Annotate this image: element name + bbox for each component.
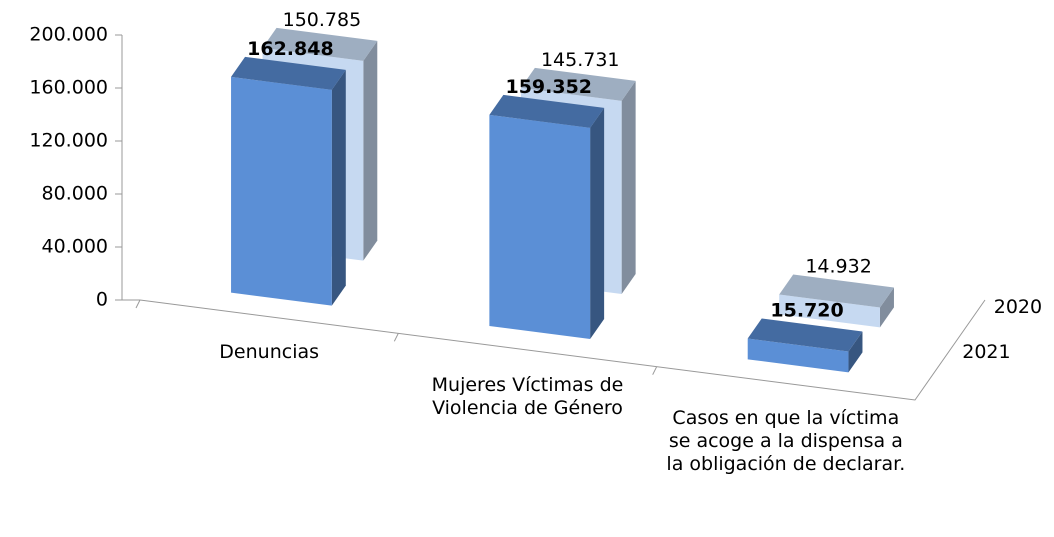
value-label: 145.731 bbox=[541, 49, 620, 71]
bar-top bbox=[489, 94, 605, 128]
x-tick-label: Denuncias bbox=[219, 340, 320, 363]
bar-top bbox=[747, 318, 863, 352]
legend-label: 2021 bbox=[962, 341, 1010, 363]
bar-front bbox=[231, 76, 332, 306]
x-tick-label: Mujeres Víctimas de Violencia de Género bbox=[431, 374, 624, 419]
value-label: 159.352 bbox=[505, 76, 592, 98]
bar-side bbox=[848, 331, 863, 373]
legend-label: 2020 bbox=[994, 296, 1042, 318]
bar-side bbox=[363, 40, 378, 261]
y-tick-label: 120.000 bbox=[29, 130, 108, 152]
y-tick-label: 0 bbox=[96, 289, 108, 311]
y-tick-label: 200.000 bbox=[29, 24, 108, 46]
value-label: 14.932 bbox=[805, 256, 871, 278]
bar bbox=[489, 94, 605, 339]
bar-front bbox=[779, 294, 880, 328]
bar-side bbox=[621, 80, 636, 294]
x-tick bbox=[135, 299, 141, 309]
bar-side bbox=[331, 69, 346, 306]
value-label: 162.848 bbox=[247, 38, 334, 60]
value-label: 150.785 bbox=[283, 9, 362, 31]
bar bbox=[231, 56, 346, 306]
y-tick-label: 160.000 bbox=[29, 77, 108, 99]
bar-front bbox=[747, 338, 849, 373]
bar bbox=[747, 318, 863, 373]
bar-side bbox=[590, 107, 605, 339]
y-tick-label: 40.000 bbox=[42, 236, 108, 258]
value-label: 15.720 bbox=[770, 300, 843, 322]
bar-top bbox=[779, 274, 894, 308]
x-tick-label: Casos en que la víctima se acoge a la di… bbox=[666, 407, 906, 476]
bar-top bbox=[262, 27, 378, 61]
bar-top bbox=[231, 56, 346, 90]
y-tick-label: 80.000 bbox=[42, 183, 108, 205]
x-tick bbox=[652, 366, 658, 375]
bar-top bbox=[520, 67, 636, 101]
x-tick bbox=[393, 333, 399, 342]
bar bbox=[779, 274, 894, 328]
bar-side bbox=[879, 287, 894, 328]
bar-front bbox=[489, 114, 591, 339]
